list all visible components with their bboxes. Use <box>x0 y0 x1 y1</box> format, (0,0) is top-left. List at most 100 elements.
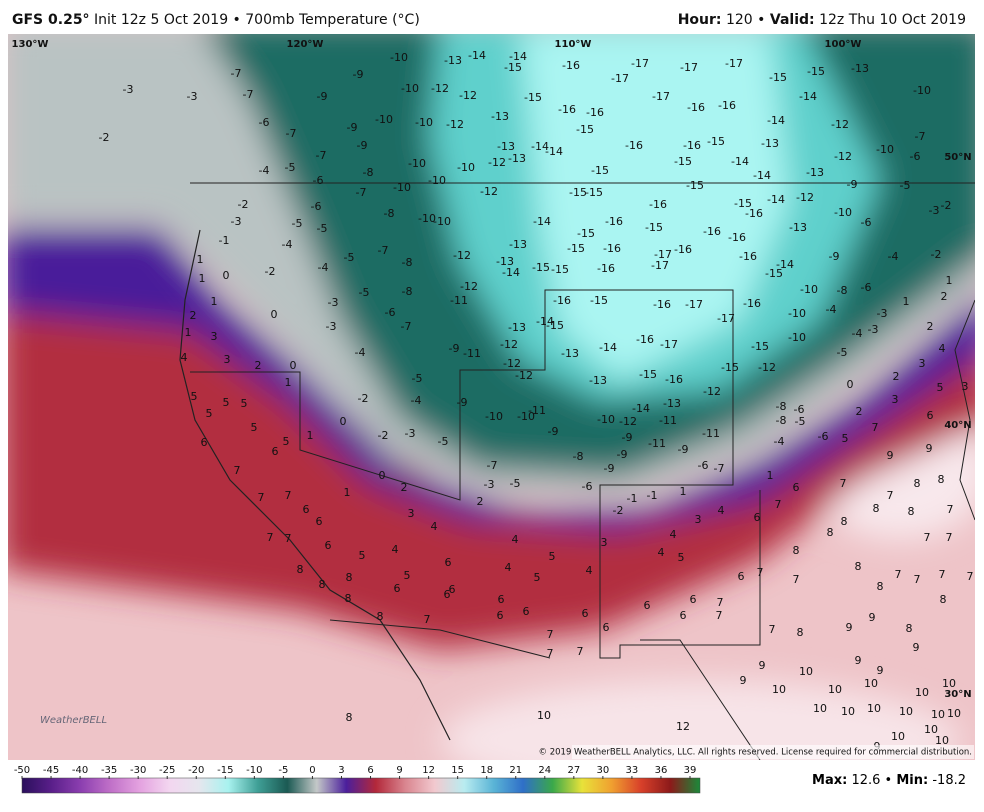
map-value: -12 <box>515 369 533 382</box>
map-value: 7 <box>577 645 584 658</box>
map-value: -12 <box>831 118 849 131</box>
map-value: 4 <box>392 543 399 556</box>
map-value: 6 <box>445 556 452 569</box>
map-value: -13 <box>663 397 681 410</box>
map-value: -13 <box>761 137 779 150</box>
map-value: 6 <box>738 570 745 583</box>
map-value: -15 <box>590 294 608 307</box>
map-value: 3 <box>211 330 218 343</box>
map-value: -8 <box>384 207 395 220</box>
map-value: 9 <box>877 664 884 677</box>
map-value: 1 <box>211 295 218 308</box>
map-value: 7 <box>547 647 554 660</box>
map-value: 0 <box>290 359 297 372</box>
map-value: 0 <box>847 378 854 391</box>
coastline <box>179 229 451 741</box>
map-value: 4 <box>181 351 188 364</box>
map-value: 8 <box>873 502 880 515</box>
map-value: -15 <box>686 179 704 192</box>
map-value: -10 <box>788 307 806 320</box>
map-value: -14 <box>545 145 563 158</box>
map-value: 10 <box>867 702 881 715</box>
map-value: 7 <box>947 503 954 516</box>
map-value: 1 <box>767 469 774 482</box>
map-value: 5 <box>549 550 556 563</box>
map-value: -5 <box>292 217 303 230</box>
map-value: -3 <box>187 90 198 103</box>
map-value: -11 <box>702 427 720 440</box>
map-value: -16 <box>665 373 683 386</box>
map-value: 5 <box>678 551 685 564</box>
map-value: 3 <box>408 507 415 520</box>
colorbar-label: -30 <box>130 765 146 776</box>
map-value: 10 <box>537 709 551 722</box>
map-value: -10 <box>597 413 615 426</box>
map-value: 1 <box>285 376 292 389</box>
map-value: -4 <box>318 261 329 274</box>
map-value: 8 <box>841 515 848 528</box>
border <box>329 619 551 659</box>
map-value: -4 <box>259 164 270 177</box>
header-left: GFS 0.25° Init 12z 5 Oct 2019 • 700mb Te… <box>12 12 420 28</box>
map-value: -17 <box>611 72 629 85</box>
map-value: -15 <box>532 261 550 274</box>
map-value: 6 <box>690 593 697 606</box>
map-value: -14 <box>731 155 749 168</box>
colorbar-label: 15 <box>451 765 464 776</box>
colorbar-label: 6 <box>367 765 373 776</box>
map-value: -10 <box>457 161 475 174</box>
map-value: 9 <box>740 674 747 687</box>
map-value: 7 <box>967 570 974 583</box>
map-value: 8 <box>346 571 353 584</box>
map-value: -16 <box>687 101 705 114</box>
map-value: 8 <box>345 592 352 605</box>
map-value: -3 <box>929 204 940 217</box>
map-value: 8 <box>319 578 326 591</box>
map-value: 9 <box>846 621 853 634</box>
map-value: 6 <box>498 593 505 606</box>
map-value: -4 <box>774 435 785 448</box>
map-value: 10 <box>899 705 913 718</box>
colorbar-label: -50 <box>14 765 30 776</box>
map-value: 8 <box>793 544 800 557</box>
map-value: -13 <box>561 347 579 360</box>
map-value: 1 <box>344 486 351 499</box>
map-value: -17 <box>652 90 670 103</box>
map-value: 4 <box>718 504 725 517</box>
map-value: -12 <box>459 89 477 102</box>
map-value: -12 <box>431 82 449 95</box>
map-value: 5 <box>404 569 411 582</box>
map-value: -10 <box>390 51 408 64</box>
map-value: 7 <box>547 628 554 641</box>
map-value: -15 <box>504 61 522 74</box>
map-value: 10 <box>935 734 949 747</box>
map-value: 8 <box>346 711 353 724</box>
map-value: -7 <box>487 459 498 472</box>
map-value: -4 <box>852 327 863 340</box>
map-value: 5 <box>191 390 198 403</box>
map-value: -16 <box>605 215 623 228</box>
map-value: -12 <box>619 415 637 428</box>
map-value: 4 <box>505 561 512 574</box>
map-value: -14 <box>599 341 617 354</box>
map-value: 6 <box>523 605 530 618</box>
map-value: -6 <box>582 480 593 493</box>
map-value: -10 <box>433 215 451 228</box>
map-value: -8 <box>776 414 787 427</box>
colorbar-label: -40 <box>72 765 88 776</box>
colorbar-label: 18 <box>480 765 493 776</box>
map-value: 7 <box>285 489 292 502</box>
map-value: 8 <box>377 610 384 623</box>
map-value: 6 <box>303 503 310 516</box>
map-value: -16 <box>718 99 736 112</box>
map-value: 7 <box>757 566 764 579</box>
logo: WeatherBELL <box>40 715 107 726</box>
map-value: 0 <box>340 415 347 428</box>
lat-label: 30°N <box>944 689 971 700</box>
map-value: -7 <box>401 320 412 333</box>
map-value: 1 <box>197 253 204 266</box>
map-value: -6 <box>313 174 324 187</box>
map-value: -9 <box>678 443 689 456</box>
map-value: -17 <box>680 61 698 74</box>
map-value: 7 <box>914 573 921 586</box>
